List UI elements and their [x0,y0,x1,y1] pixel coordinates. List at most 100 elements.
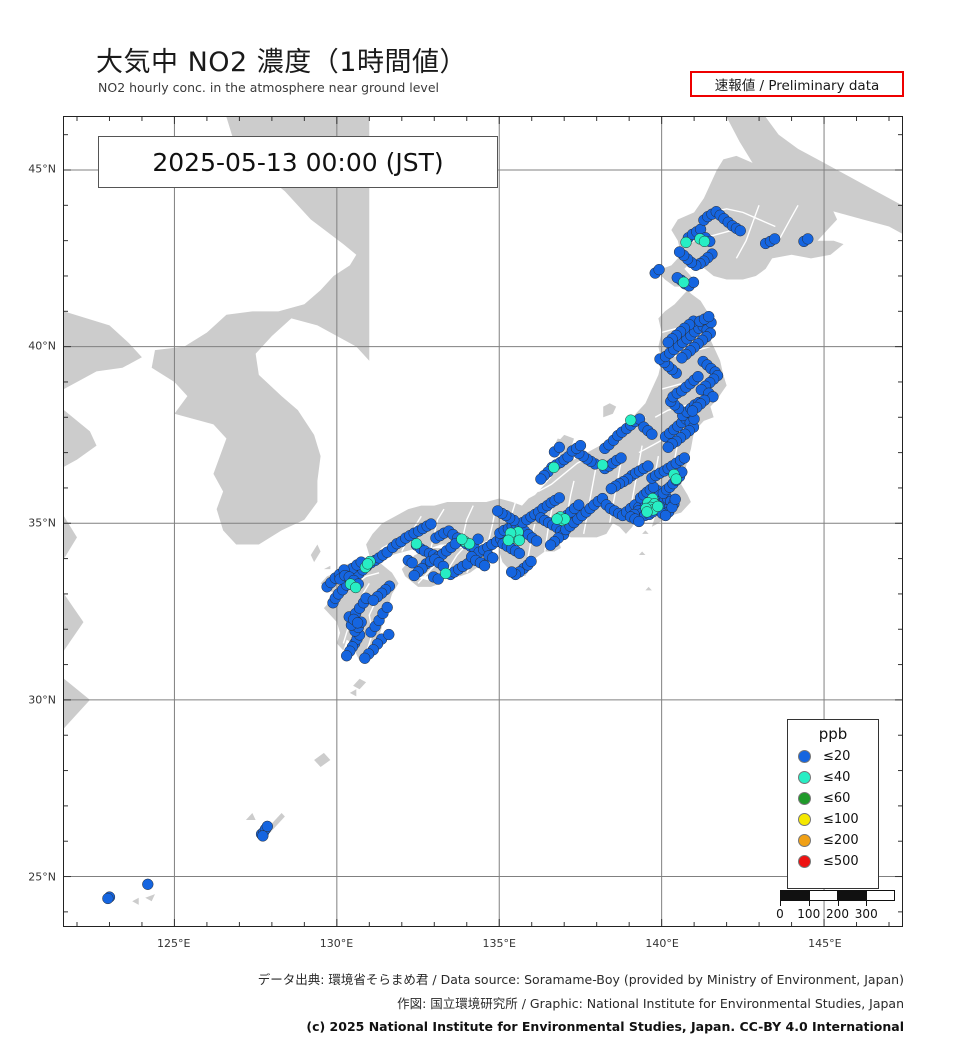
legend-item-2[interactable]: ≤60 [788,788,878,809]
station-point[interactable] [472,533,484,545]
legend-color-swatch [798,813,811,826]
station-point[interactable] [553,492,565,504]
station-point[interactable] [734,225,746,237]
station-point[interactable] [408,569,420,582]
station-point[interactable] [456,533,468,545]
map-canvas[interactable]: 2025-05-13 00:00 (JST) ppb ≤20 ≤40 ≤60 ≤100… [63,116,903,927]
legend-item-label: ≤500 [823,854,859,869]
station-point[interactable] [769,233,781,245]
scale-bar-segment-1 [809,891,838,900]
station-point[interactable] [662,441,674,453]
station-point[interactable] [513,534,526,546]
station-point[interactable] [670,473,682,485]
legend-color-swatch [798,771,811,784]
station-point[interactable] [505,566,518,578]
station-point[interactable] [625,414,637,426]
station-point[interactable] [802,233,814,245]
x-axis-tick-label-1: 130°E [319,937,354,950]
legend-color-swatch [798,792,811,805]
legend-color-swatch [798,834,811,847]
station-point[interactable] [553,441,565,453]
tick-layer [64,117,902,926]
station-point[interactable] [440,567,452,580]
scale-bar-ticks [780,901,895,906]
map-svg [64,117,902,926]
station-point[interactable] [653,263,665,276]
station-point[interactable] [659,509,672,522]
station-point[interactable] [662,336,674,348]
legend-item-0[interactable]: ≤20 [788,746,878,767]
station-point[interactable] [669,493,681,505]
station-point[interactable] [551,513,563,525]
station-point[interactable] [652,500,664,512]
station-point[interactable] [548,461,560,474]
station-point[interactable] [605,483,617,495]
station-point[interactable] [487,552,499,564]
station-point[interactable] [692,371,704,383]
legend-item-3[interactable]: ≤100 [788,809,878,830]
station-point[interactable] [102,892,114,905]
station-point[interactable] [367,594,379,606]
station-point[interactable] [680,236,692,249]
station-point[interactable] [142,878,154,890]
scale-bar-tick-1 [808,901,810,906]
station-point[interactable] [687,276,700,288]
station-point[interactable] [410,538,423,550]
station-point[interactable] [492,505,504,517]
scale-bar-segment-3 [866,891,894,900]
station-point[interactable] [340,650,353,662]
station-point[interactable] [257,830,269,842]
legend-item-1[interactable]: ≤40 [788,767,878,788]
station-point[interactable] [686,405,699,417]
station-point[interactable] [641,506,653,518]
legend-color-swatch [798,855,811,868]
scale-bar-tick-0 [780,901,781,906]
station-point[interactable] [525,555,537,568]
station-point[interactable] [406,557,418,569]
station-points-layer [102,206,814,905]
station-point[interactable] [678,452,691,464]
station-point[interactable] [698,235,711,248]
station-point[interactable] [261,820,273,832]
x-axis-tick-label-0: 125°E [156,937,191,950]
station-point[interactable] [383,628,395,641]
legend-item-4[interactable]: ≤200 [788,830,878,851]
station-point[interactable] [647,481,660,493]
page-subtitle: NO2 hourly conc. in the atmosphere near … [98,80,439,95]
station-point[interactable] [502,534,514,546]
station-point[interactable] [478,560,491,572]
x-axis-tick-label-3: 140°E [645,937,679,950]
legend-rows: ≤20 ≤40 ≤60 ≤100 ≤200 ≤500 [788,746,878,872]
station-point[interactable] [544,539,557,551]
station-point[interactable] [676,352,688,364]
station-point[interactable] [633,515,645,528]
station-point[interactable] [573,499,585,511]
station-point[interactable] [425,518,437,530]
scale-bar-label-2: 200 [826,907,849,921]
station-point[interactable] [615,452,627,464]
preliminary-data-badge: 速報値 / Preliminary data [690,71,904,97]
x-axis-tick-label-4: 145°E [808,937,842,950]
timestamp-label: 2025-05-13 00:00 (JST) [98,136,498,188]
station-point[interactable] [703,310,715,323]
station-point[interactable] [513,547,526,559]
station-point[interactable] [381,601,393,614]
scale-bar-segments [780,890,895,901]
legend-item-5[interactable]: ≤500 [788,851,878,872]
station-point[interactable] [362,558,374,570]
station-point[interactable] [359,652,371,664]
legend-item-label: ≤200 [823,833,859,848]
station-point[interactable] [351,617,364,629]
station-point[interactable] [642,460,654,472]
station-point[interactable] [574,439,587,452]
station-point[interactable] [350,581,362,594]
station-point[interactable] [673,246,686,258]
station-point[interactable] [596,459,609,471]
station-point[interactable] [678,276,690,288]
station-point[interactable] [535,473,547,485]
scale-bar: 0 100 200 300 km [776,890,902,923]
legend-item-label: ≤100 [823,812,859,827]
station-point[interactable] [646,428,658,440]
station-point[interactable] [530,535,543,547]
scale-bar-label-1: 100 [797,907,821,921]
